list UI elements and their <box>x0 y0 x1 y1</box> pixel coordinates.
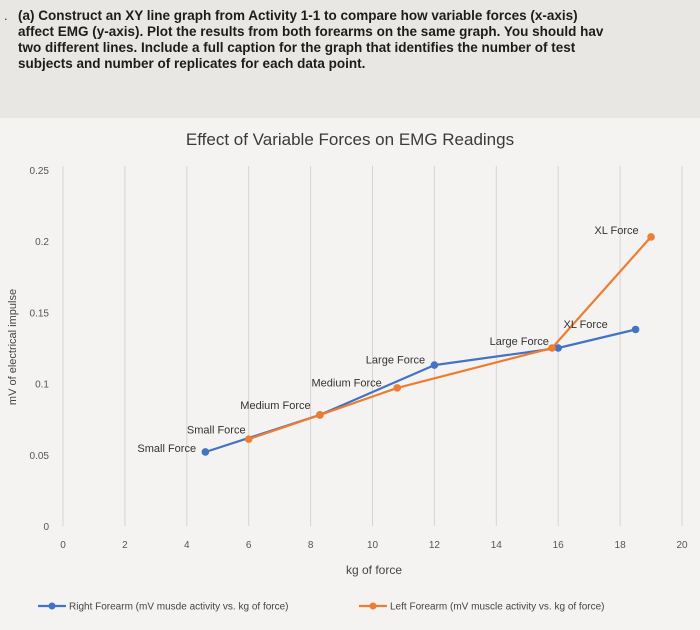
data-point <box>316 411 324 419</box>
y-axis-label: mV of electrical impulse <box>7 289 19 405</box>
x-tick-label: 16 <box>553 540 565 551</box>
x-tick-label: 2 <box>122 540 128 551</box>
data-label: Small Force <box>187 424 246 436</box>
x-tick-label: 4 <box>184 540 190 551</box>
question-text: (a) Construct an XY line graph from Acti… <box>18 8 604 71</box>
y-tick-label: 0.1 <box>35 380 49 391</box>
x-tick-label: 10 <box>367 540 379 551</box>
data-point <box>430 361 439 369</box>
data-label: XL Force <box>594 225 638 237</box>
data-point <box>554 344 562 352</box>
data-point <box>201 448 210 456</box>
y-tick-label: 0.05 <box>30 451 50 462</box>
data-label: XL Force <box>563 319 607 331</box>
series-line-0 <box>205 328 636 454</box>
x-axis-label: kg of force <box>346 563 402 577</box>
data-label: Medium Force <box>311 377 381 389</box>
x-tick-label: 0 <box>60 540 66 551</box>
y-tick-label: 0.25 <box>30 166 50 177</box>
y-tick-label: 0 <box>43 522 49 533</box>
chart-card: 0 2 4 6 8 10 12 14 16 18 20 0 0.05 0.1 0.15 0.2 0.25 Sm… <box>0 118 700 630</box>
data-point <box>244 435 253 443</box>
data-point <box>393 384 402 392</box>
data-point <box>647 233 655 241</box>
x-tick-label: 20 <box>676 540 688 551</box>
data-label: Small Force <box>137 443 196 455</box>
y-tick-label: 0.2 <box>35 237 49 248</box>
x-tick-label: 12 <box>429 540 441 551</box>
x-tick-label: 18 <box>615 540 627 551</box>
emg-line-chart: 0 2 4 6 8 10 12 14 16 18 20 0 0.05 0.1 0.15 0.2 0.25 Sm… <box>7 130 688 613</box>
chart-title: Effect of Variable Forces on EMG Reading… <box>186 130 514 149</box>
x-tick-label: 8 <box>308 540 314 551</box>
y-tick-label: 0.15 <box>30 308 50 319</box>
data-label: Medium Force <box>240 400 310 412</box>
list-bullet: . <box>4 8 8 23</box>
data-label: Large Force <box>490 336 549 348</box>
data-point <box>631 325 640 334</box>
legend-marker <box>48 602 56 610</box>
legend-entry: Left Forearm (mV muscle activity vs. kg … <box>390 602 605 613</box>
x-tick-label: 14 <box>491 540 503 551</box>
legend-entry: Right Forearm (mV musde activity vs. kg … <box>69 602 289 613</box>
legend-marker <box>369 602 377 610</box>
x-tick-label: 6 <box>246 540 252 551</box>
data-point <box>548 344 556 352</box>
data-label: Large Force <box>366 355 425 367</box>
